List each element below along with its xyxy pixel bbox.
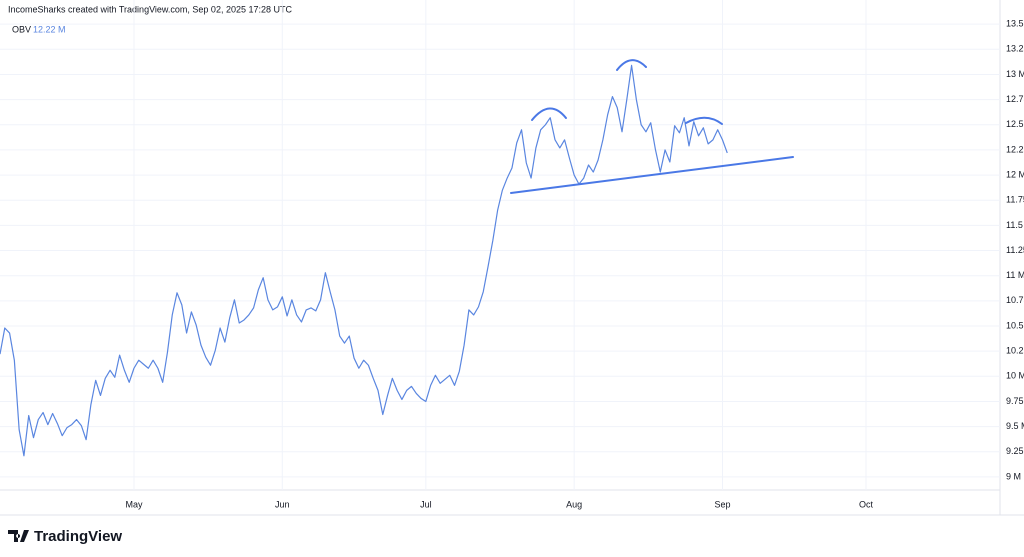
y-tick-label: 12.25 M [1006, 144, 1024, 154]
y-tick-label: 9.5 M [1006, 421, 1024, 431]
trend-line [510, 156, 794, 194]
y-tick-label: 13 M [1006, 69, 1024, 79]
x-tick-label: Oct [859, 499, 874, 509]
y-tick-label: 9.75 M [1006, 396, 1024, 406]
y-tick-label: 10.75 M [1006, 295, 1024, 305]
plot-area [0, 0, 1000, 490]
y-tick-label: 12.75 M [1006, 94, 1024, 104]
y-tick-label: 11 M [1006, 270, 1024, 280]
x-tick-label: Aug [566, 499, 582, 509]
x-tick-label: May [125, 499, 143, 509]
y-tick-label: 11.5 M [1006, 220, 1024, 230]
y-tick-label: 10.5 M [1006, 320, 1024, 330]
y-tick-label: 11.75 M [1006, 195, 1024, 205]
shoulder-arc [685, 116, 723, 125]
head-arc [616, 59, 647, 71]
drawings [510, 59, 794, 194]
logo-icon [8, 530, 29, 542]
legend-value: 12.22 M [33, 24, 66, 34]
y-tick-label: 9.25 M [1006, 446, 1024, 456]
watermark: TradingView [34, 528, 122, 545]
chart-title: IncomeSharks created with TradingView.co… [8, 4, 292, 14]
y-tick-label: 9 M [1006, 471, 1021, 481]
y-tick-label: 12.5 M [1006, 119, 1024, 129]
x-tick-label: Sep [714, 499, 730, 509]
y-tick-label: 10 M [1006, 371, 1024, 381]
logo: TradingView [8, 528, 122, 545]
y-tick-label: 10.25 M [1006, 346, 1024, 356]
shoulder-arc [531, 107, 567, 121]
x-tick-label: Jun [275, 499, 290, 509]
x-tick-label: Jul [420, 499, 432, 509]
legend-name: OBV [12, 24, 31, 34]
data-line [0, 64, 728, 457]
y-tick-label: 12 M [1006, 169, 1024, 179]
y-tick-label: 13.25 M [1006, 44, 1024, 54]
y-tick-label: 11.25 M [1006, 245, 1024, 255]
y-tick-label: 13.5 M [1006, 19, 1024, 29]
